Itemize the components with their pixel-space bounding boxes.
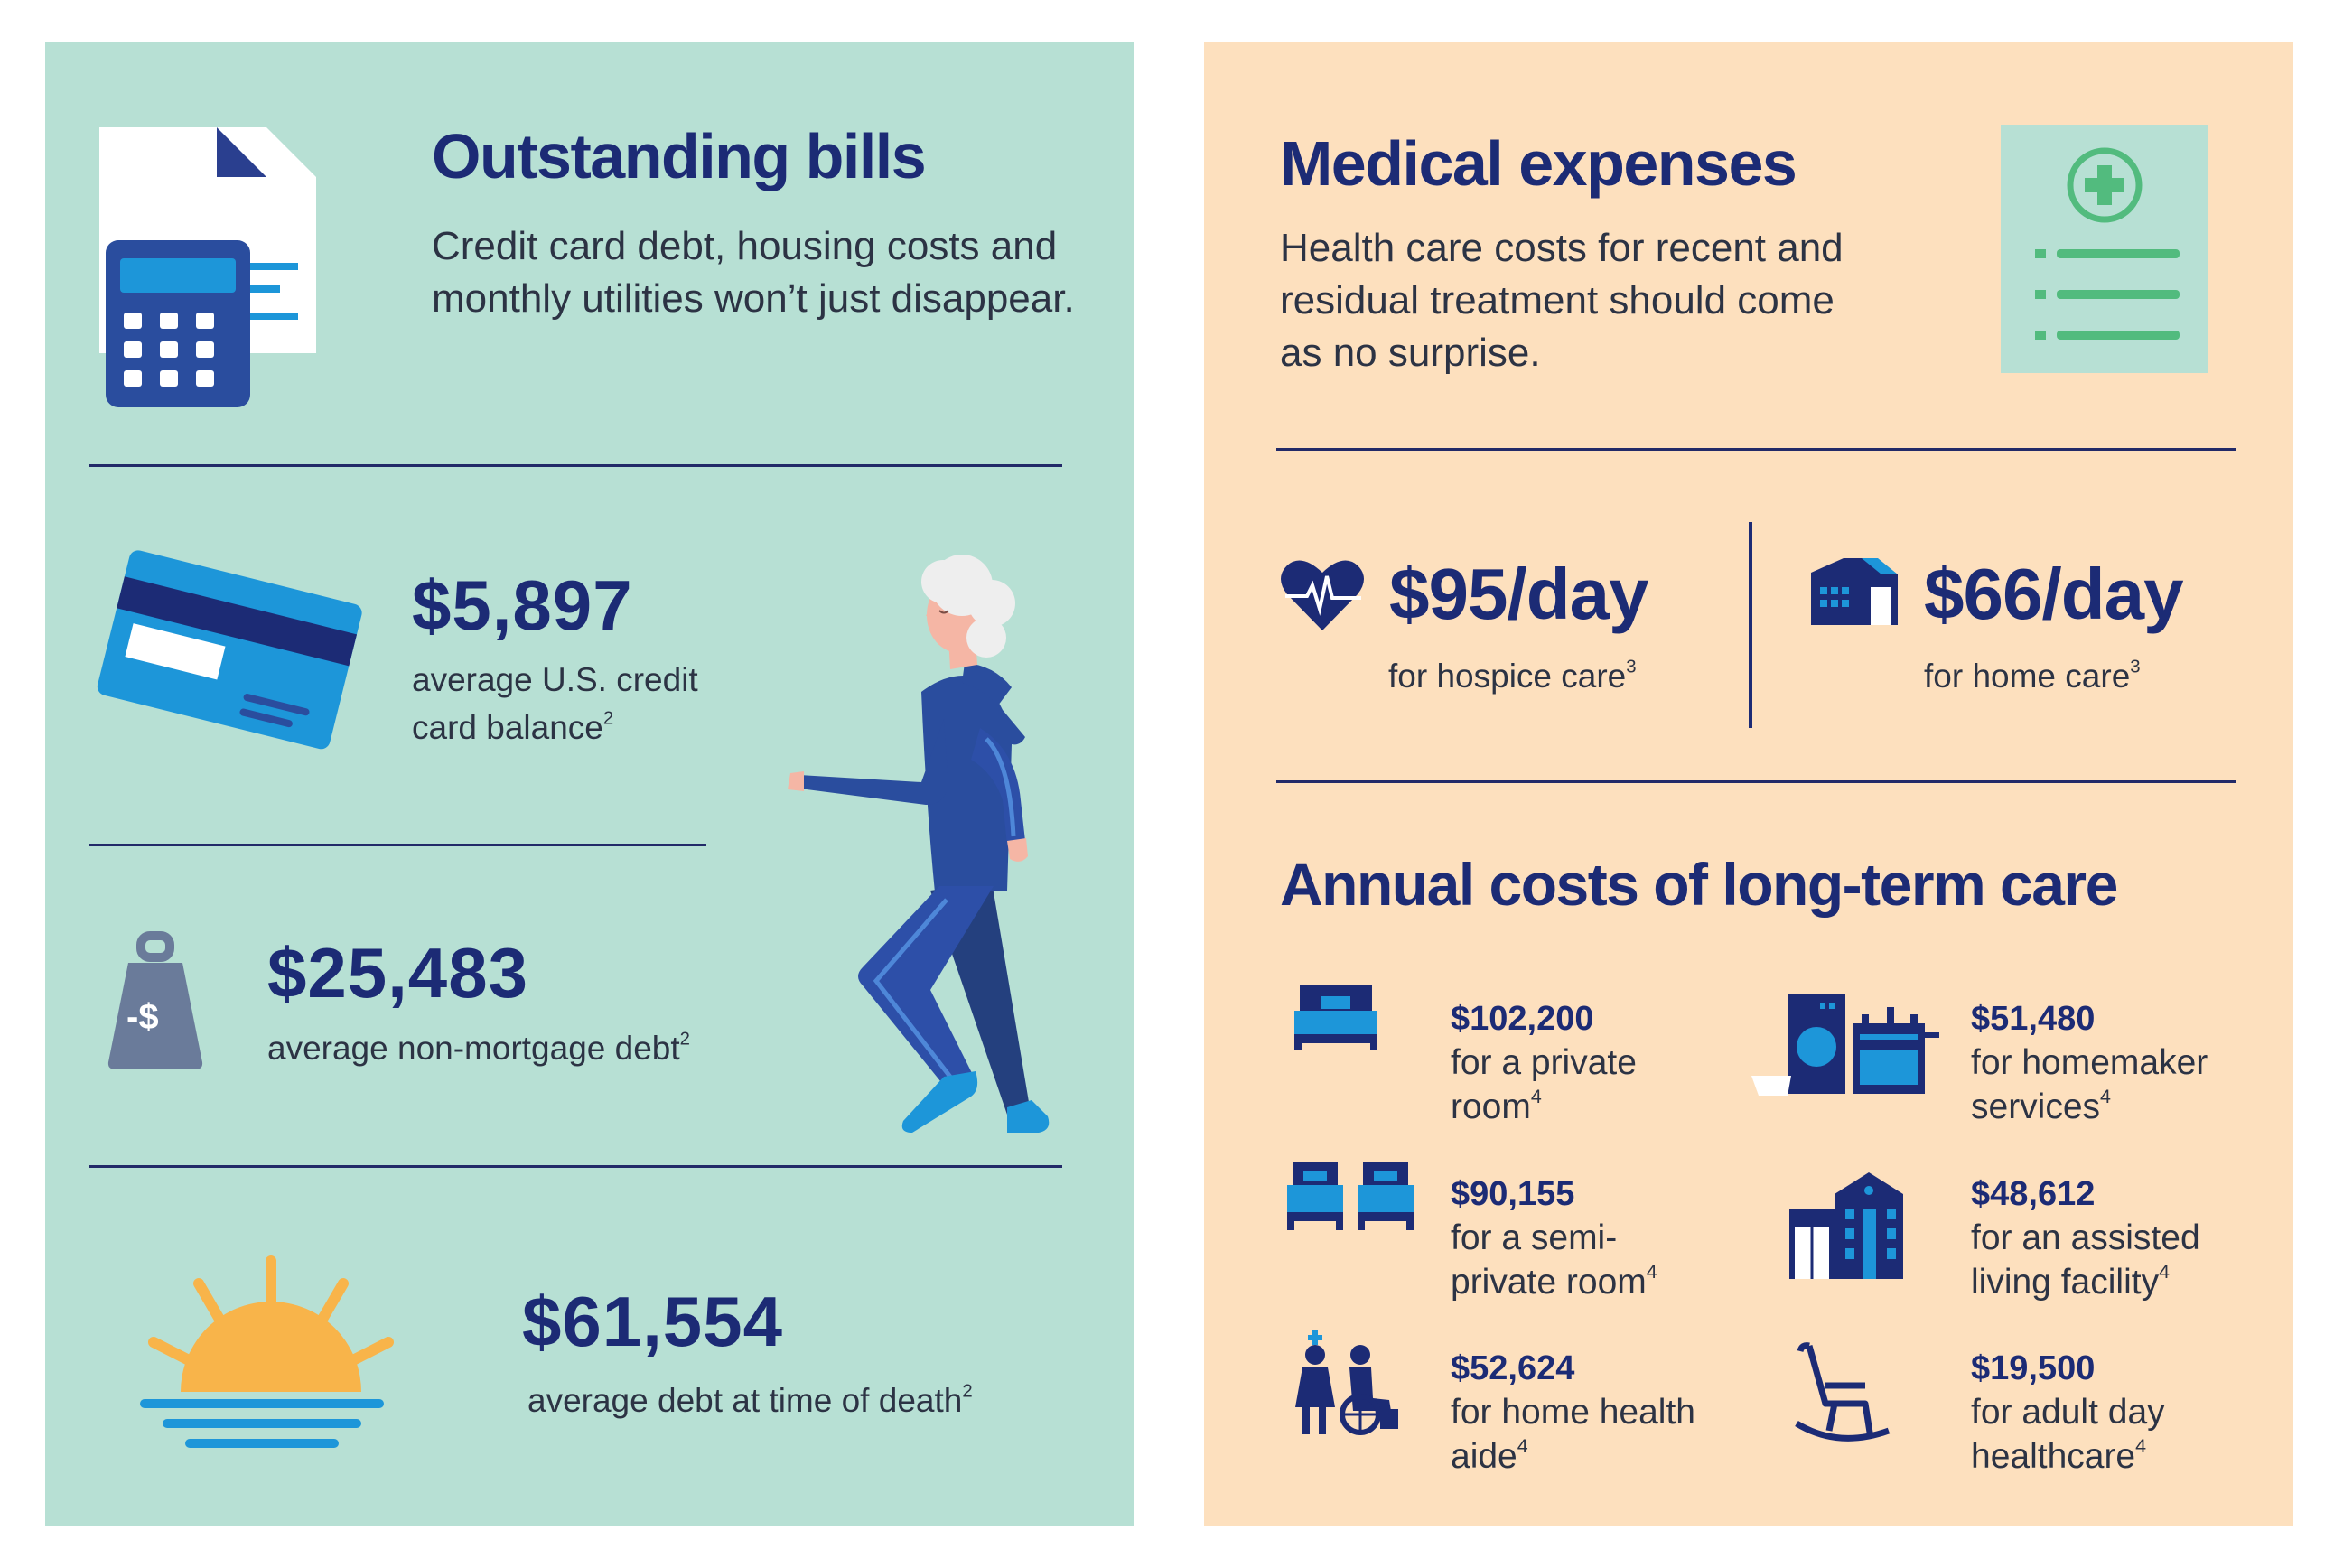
home-care-value: $66/day (1924, 554, 2184, 634)
assisted-living-amount: $48,612 (1971, 1175, 2096, 1213)
footnote-marker: 4 (1530, 1085, 1542, 1107)
bed-icon (1294, 985, 1377, 1050)
annual-costs-title: Annual costs of long-term care (1280, 851, 2118, 918)
divider (89, 464, 1062, 467)
semi-private-room-text: for a semi-private room (1451, 1218, 1647, 1302)
hospice-care-value: $95/day (1389, 554, 1649, 634)
home-health-aide-text: for home health aide (1451, 1393, 1696, 1476)
private-room-text: for a private room (1451, 1043, 1637, 1126)
assisted-living-label: for an assisted living facility4 (1971, 1216, 2278, 1304)
semi-private-room-amount: $90,155 (1451, 1175, 1575, 1213)
adult-day-healthcare-text: for adult day healthcare (1971, 1393, 2165, 1476)
outstanding-bills-panel: Outstanding bills Credit card debt, hous… (45, 42, 1134, 1526)
building-icon (1789, 1172, 1903, 1279)
nurse-wheelchair-icon (1295, 1330, 1398, 1435)
hospice-care-text: for hospice care (1388, 658, 1627, 695)
weight-icon-text: -$ (126, 997, 159, 1037)
semi-private-room-item: $90,155 for a semi-private room4 (1451, 1172, 1722, 1304)
divider (89, 1165, 1062, 1168)
divider (89, 844, 706, 846)
appliances-icon (1751, 994, 1939, 1096)
non-mortgage-debt-value: $25,483 (267, 933, 528, 1013)
medical-expenses-description: Health care costs for recent and residua… (1280, 226, 1844, 375)
medical-expenses-title: Medical expenses (1280, 128, 1797, 199)
assisted-living-item: $48,612 for an assisted living facility4 (1971, 1172, 2278, 1304)
credit-card-balance-value: $5,897 (412, 565, 633, 645)
medical-record-icon (2001, 125, 2208, 373)
private-room-label: for a private room4 (1451, 1041, 1722, 1129)
footnote-marker: 4 (2100, 1085, 2111, 1107)
footnote-marker: 3 (2130, 657, 2141, 677)
debt-at-death-text: average debt at time of death (527, 1382, 963, 1419)
credit-card-icon (97, 550, 362, 750)
debt-at-death-label: average debt at time of death2 (527, 1377, 973, 1424)
medical-expenses-panel: Medical expenses Health care costs for r… (1204, 42, 2293, 1526)
house-icon (1811, 558, 1898, 625)
footnote-marker: 4 (1517, 1434, 1528, 1457)
homemaker-services-item: $51,480 for homemaker services4 (1971, 997, 2278, 1129)
adult-day-healthcare-label: for adult day healthcare4 (1971, 1390, 2278, 1479)
home-care-text: for home care (1924, 658, 2131, 695)
footnote-marker: 2 (679, 1029, 690, 1050)
adult-day-healthcare-item: $19,500 for adult day healthcare4 (1971, 1347, 2278, 1479)
footnote-marker: 2 (602, 708, 614, 729)
running-woman-illustration (788, 555, 1050, 1133)
footnote-marker: 4 (2135, 1434, 2147, 1457)
adult-day-healthcare-amount: $19,500 (1971, 1349, 2096, 1387)
calculator-document-icon (99, 127, 316, 407)
footnote-marker: 3 (1626, 657, 1637, 677)
outstanding-bills-description: Credit card debt, housing costs and mont… (432, 224, 1075, 321)
divider (1276, 448, 2236, 451)
footnote-marker: 4 (2159, 1260, 2171, 1283)
footnote-marker: 2 (962, 1381, 973, 1402)
footnote-marker: 4 (1646, 1260, 1657, 1283)
assisted-living-text: for an assisted living facility (1971, 1218, 2200, 1302)
hospice-care-label: for hospice care3 (1388, 652, 1637, 700)
home-care-label: for home care3 (1924, 652, 2141, 700)
non-mortgage-debt-text: average non-mortgage debt (267, 1030, 680, 1067)
sunset-icon (140, 1255, 394, 1448)
debt-at-death-value: $61,554 (522, 1282, 783, 1361)
two-beds-icon (1287, 1162, 1414, 1230)
homemaker-services-amount: $51,480 (1971, 1000, 2096, 1038)
homemaker-services-text: for homemaker services (1971, 1043, 2208, 1126)
home-health-aide-amount: $52,624 (1451, 1349, 1575, 1387)
home-health-aide-label: for home health aide4 (1451, 1390, 1722, 1479)
rocking-chair-icon (1795, 1342, 1891, 1442)
private-room-item: $102,200 for a private room4 (1451, 997, 1722, 1129)
vertical-divider (1749, 522, 1752, 728)
home-health-aide-item: $52,624 for home health aide4 (1451, 1347, 1722, 1479)
private-room-amount: $102,200 (1451, 1000, 1594, 1038)
non-mortgage-debt-label: average non-mortgage debt2 (267, 1024, 690, 1072)
heartbeat-icon (1281, 560, 1364, 630)
semi-private-room-label: for a semi-private room4 (1451, 1216, 1722, 1304)
homemaker-services-label: for homemaker services4 (1971, 1041, 2278, 1129)
credit-card-balance-label: average U.S. credit card balance2 (412, 656, 719, 751)
debt-weight-icon (107, 931, 203, 1069)
divider (1276, 780, 2236, 783)
outstanding-bills-title: Outstanding bills (432, 121, 927, 191)
credit-card-balance-text: average U.S. credit card balance (412, 661, 698, 746)
